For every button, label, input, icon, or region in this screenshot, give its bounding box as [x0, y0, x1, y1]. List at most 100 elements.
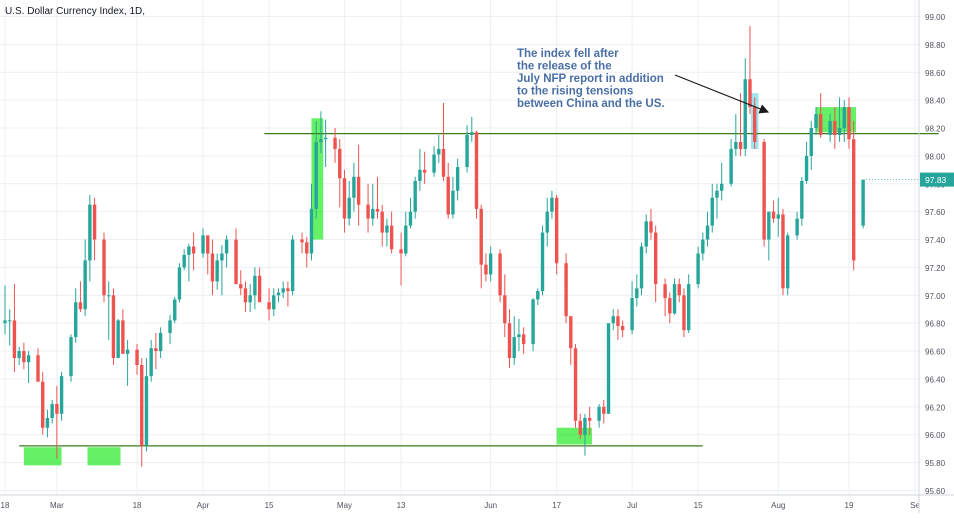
y-tick-label: 95.80 [925, 459, 946, 468]
candle-body [187, 246, 191, 255]
candle-up [281, 281, 285, 299]
candle-body [785, 235, 790, 289]
candle-body [408, 211, 413, 226]
candle-body [248, 295, 252, 303]
candle-up [182, 249, 186, 271]
candle-body [371, 208, 375, 219]
y-tick-label: 96.60 [925, 348, 946, 357]
candle-body [215, 260, 219, 282]
candle-up [630, 281, 634, 335]
candle-down [22, 342, 26, 370]
candle-body [281, 288, 285, 293]
candle-down [243, 281, 248, 313]
candle-up [413, 176, 417, 219]
candle-down [154, 332, 158, 370]
candle-up [488, 246, 493, 282]
candle-body [144, 376, 149, 446]
candle-body [305, 242, 309, 254]
candle-up [705, 211, 710, 247]
candle-body [573, 348, 578, 421]
candle-down [446, 162, 450, 219]
candle-down [356, 144, 361, 226]
candle-body [210, 253, 215, 282]
candle-down [847, 97, 851, 149]
candle-body [470, 132, 474, 135]
candle-down [111, 288, 116, 365]
candle-up [686, 274, 691, 333]
candle-down [748, 26, 752, 115]
candle-up [17, 346, 21, 365]
y-tick-label: 96.00 [925, 431, 946, 440]
candle-body [149, 348, 153, 377]
candle-down [267, 288, 271, 321]
candle-body [771, 211, 776, 219]
candle-up [795, 211, 799, 240]
y-tick-label: 98.00 [925, 152, 946, 161]
candle-up [743, 58, 747, 156]
x-tick-label: Apr [197, 501, 210, 510]
candle-body [550, 197, 554, 212]
candle-up [432, 146, 436, 177]
candle-body [484, 264, 488, 275]
candle-up [545, 197, 549, 247]
candle-down [140, 358, 144, 467]
candle-body [616, 316, 620, 326]
candle-down [389, 211, 394, 254]
candle-body [583, 417, 587, 435]
candle-up [177, 263, 182, 303]
candle-body [432, 154, 436, 173]
candle-down [286, 281, 290, 307]
candle-body [323, 137, 328, 140]
candle-down [92, 197, 97, 261]
candle-body [531, 299, 535, 345]
candle-body [300, 239, 304, 243]
candle-down [569, 316, 573, 365]
candle-down [78, 281, 83, 313]
candle-body [800, 180, 804, 219]
candle-up [125, 339, 130, 386]
x-tick-label: Aug [771, 501, 785, 510]
candle-down [135, 344, 139, 375]
candle-body [50, 404, 54, 418]
candle-body [743, 79, 747, 149]
candle-body [338, 148, 342, 179]
candle-body [267, 302, 271, 310]
candle-body [441, 148, 446, 177]
candle-body [767, 211, 771, 240]
candle-up [116, 318, 120, 359]
candle-body [74, 302, 78, 338]
candle-up [842, 100, 846, 142]
candle-up [644, 214, 648, 254]
candle-body [677, 284, 681, 296]
candle-body [380, 211, 384, 233]
candle-down [257, 267, 262, 303]
candle-body [861, 179, 865, 226]
candle-up [550, 190, 554, 219]
candle-body [488, 253, 493, 275]
candle-up [371, 183, 375, 226]
candle-down [380, 204, 384, 247]
y-tick-label: 96.80 [925, 320, 946, 329]
support-zone [87, 447, 121, 466]
candle-body [682, 295, 686, 331]
x-tick-label: 18 [133, 501, 142, 510]
candle-body [333, 137, 337, 149]
candle-body [257, 275, 262, 303]
x-tick-label: Se [910, 501, 920, 510]
candle-body [649, 221, 653, 233]
candle-up [611, 309, 615, 331]
candle-body [422, 169, 427, 173]
candle-body [569, 316, 573, 349]
candle-down [422, 151, 427, 184]
candle-body [418, 169, 422, 181]
candle-up [88, 194, 92, 282]
y-tick-label: 96.20 [925, 403, 946, 412]
candle-down [305, 236, 309, 268]
candle-body [620, 325, 625, 331]
candle-body [234, 239, 238, 285]
candle-down [573, 344, 578, 428]
candle-body [116, 320, 120, 359]
candle-body [45, 417, 50, 428]
x-tick-label: 13 [397, 501, 406, 510]
